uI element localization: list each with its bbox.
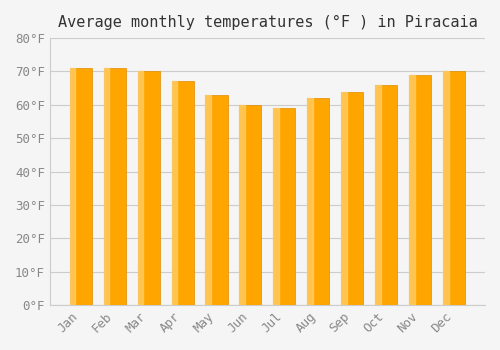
Bar [138,71,160,305]
Bar [206,95,228,305]
Bar [206,95,211,305]
Bar [375,85,398,305]
Bar [138,71,143,305]
Bar [240,105,245,305]
Bar [308,98,313,305]
Title: Average monthly temperatures (°F ) in Piracaia: Average monthly temperatures (°F ) in Pi… [58,15,478,30]
Bar [409,75,432,305]
Bar [409,75,414,305]
Bar [375,85,381,305]
Bar [70,68,75,305]
Bar [172,82,194,305]
Bar [342,91,363,305]
Bar [274,108,295,305]
Bar [70,68,92,305]
Bar [443,71,448,305]
Bar [104,68,109,305]
Bar [443,71,465,305]
Bar [308,98,330,305]
Bar [104,68,126,305]
Bar [172,82,177,305]
Bar [342,91,347,305]
Bar [240,105,262,305]
Bar [274,108,279,305]
